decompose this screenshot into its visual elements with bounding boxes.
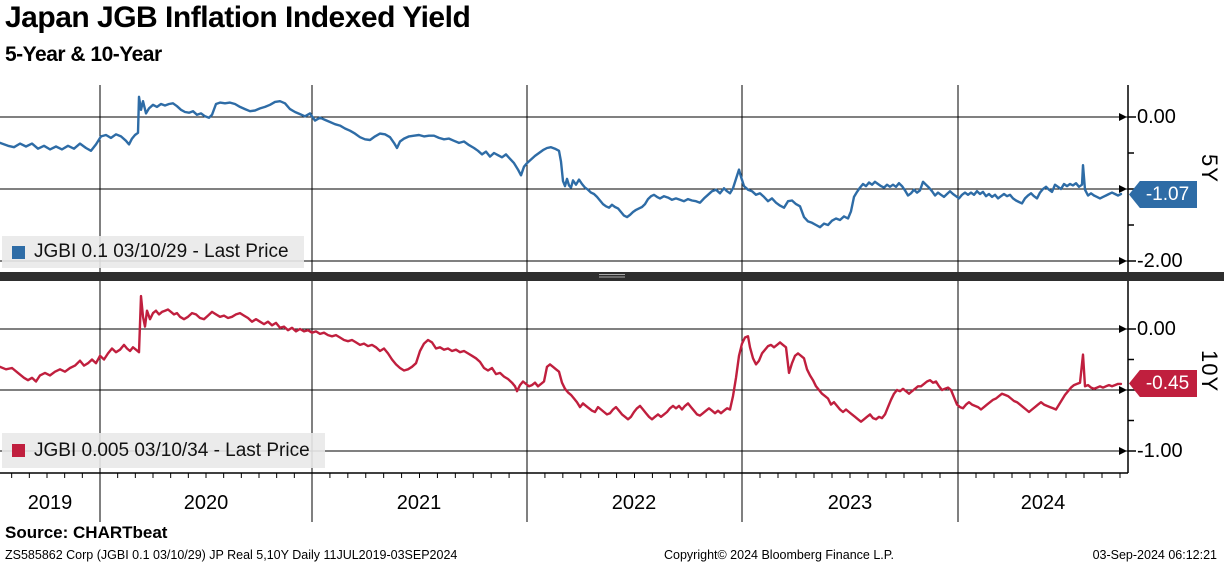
gridline-arrow-icon [1119, 386, 1127, 394]
x-axis-year-label: 2021 [396, 492, 442, 514]
page-subtitle: 5-Year & 10-Year [5, 43, 162, 66]
splitter-grip-icon [599, 274, 625, 279]
gridline-arrow-icon [1119, 185, 1127, 193]
gridline-arrow-icon [1119, 257, 1127, 265]
axis-tick-10y-2: -1.00 [1137, 440, 1183, 462]
gridline-arrow-icon [1119, 447, 1127, 455]
legend-label-10y: JGBI 0.005 03/10/34 - Last Price [34, 439, 310, 461]
axis-tick-5y-0: 0.00 [1137, 106, 1176, 128]
source-line: Source: CHARTbeat [5, 523, 168, 542]
last-price-value-5y: -1.07 [1145, 183, 1190, 205]
legend-5y[interactable]: JGBI 0.1 03/10/29 - Last Price [2, 236, 304, 268]
legend-label-5y: JGBI 0.1 03/10/29 - Last Price [34, 241, 289, 262]
x-axis-year-label: 2023 [827, 492, 873, 514]
copyright-line: Copyright© 2024 Bloomberg Finance L.P. [664, 548, 894, 562]
x-axis-year-label: 2022 [611, 492, 657, 514]
x-axis-year-label: 2019 [27, 492, 73, 514]
axis-tick-5y-2: -2.00 [1137, 250, 1183, 272]
gridline-arrow-icon [1119, 325, 1127, 333]
last-price-value-10y: -0.45 [1145, 372, 1190, 394]
legend-swatch-5y-icon [12, 245, 25, 259]
legend-10y[interactable]: JGBI 0.005 03/10/34 - Last Price [2, 433, 325, 468]
last-price-tag-5y: -1.07 [1129, 181, 1197, 208]
last-price-tag-10y: -0.45 [1129, 370, 1197, 397]
page-title: Japan JGB Inflation Indexed Yield [5, 1, 471, 34]
axis-tick-10y-0: 0.00 [1137, 318, 1176, 340]
legend-swatch-10y-icon [12, 444, 25, 457]
series-line-10Y [0, 294, 1123, 423]
series-line-5Y [0, 95, 1123, 229]
panel-splitter[interactable] [0, 272, 1224, 281]
x-axis-year-label: 2024 [1020, 492, 1066, 514]
security-id-line: ZS585862 Corp (JGBI 0.1 03/10/29) JP Rea… [5, 548, 458, 562]
gridline-arrow-icon [1119, 113, 1127, 121]
timestamp: 03-Sep-2024 06:12:21 [1092, 548, 1217, 562]
pane-axis-title-10y: 10Y [1197, 350, 1222, 393]
pane-axis-title-5y: 5Y [1197, 154, 1222, 183]
x-axis-year-label: 2020 [183, 492, 229, 514]
